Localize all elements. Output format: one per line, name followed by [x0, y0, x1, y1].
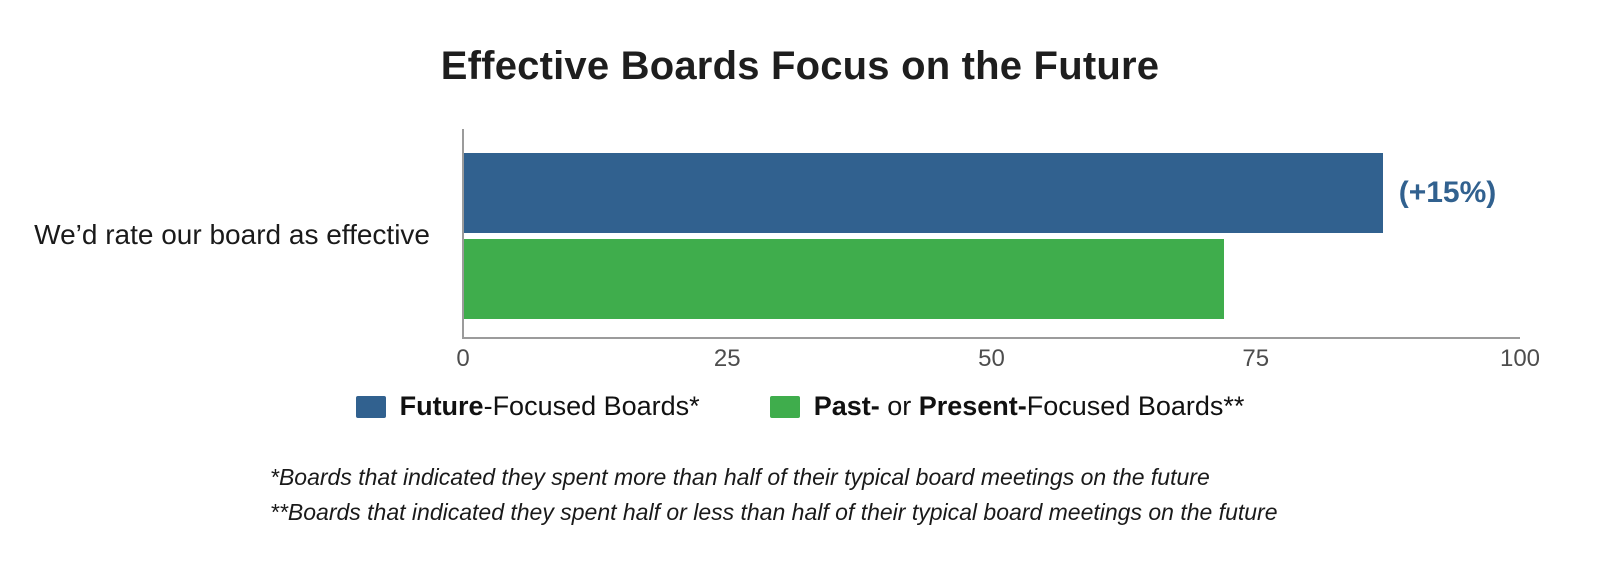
legend-label-future: Future-Focused Boards*: [399, 391, 700, 421]
legend-label-past: Past- or Present-Focused Boards**: [813, 391, 1245, 421]
chart-title: Effective Boards Focus on the Future: [440, 44, 1160, 88]
x-tick-25: 25: [713, 345, 741, 372]
footnote-past: **Boards that indicated they spent half …: [270, 498, 1278, 525]
category-label: We’d rate our board as effective: [34, 218, 430, 250]
legend-item-future: Future-Focused Boards*: [355, 391, 700, 422]
delta-annotation: (+15%): [1398, 176, 1497, 209]
plot-area: (+15%) 0 25 50 75 100: [456, 129, 1540, 372]
legend: Future-Focused Boards* Past- or Present-…: [0, 391, 1600, 422]
legend-item-past: Past- or Present-Focused Boards**: [769, 391, 1245, 422]
bar-row-past: [464, 239, 1520, 319]
x-axis-ticks: 0 25 50 75 100: [456, 337, 1540, 373]
x-tick-0: 0: [456, 345, 470, 372]
footnotes: *Boards that indicated they spent more t…: [270, 460, 1600, 529]
x-tick-50: 50: [978, 345, 1005, 372]
bar-row-future: (+15%): [464, 153, 1520, 233]
bar-future-focused: [464, 153, 1383, 233]
category-label-column: We’d rate our board as effective: [0, 129, 462, 339]
x-tick-100: 100: [1499, 345, 1541, 372]
legend-swatch-future: [355, 395, 386, 418]
footnote-future: *Boards that indicated they spent more t…: [270, 464, 1210, 490]
bar-past-focused: [464, 239, 1225, 319]
x-tick-75: 75: [1242, 345, 1270, 372]
bar-chart: We’d rate our board as effective (+15%) …: [0, 129, 1600, 372]
legend-swatch-past: [769, 395, 800, 418]
